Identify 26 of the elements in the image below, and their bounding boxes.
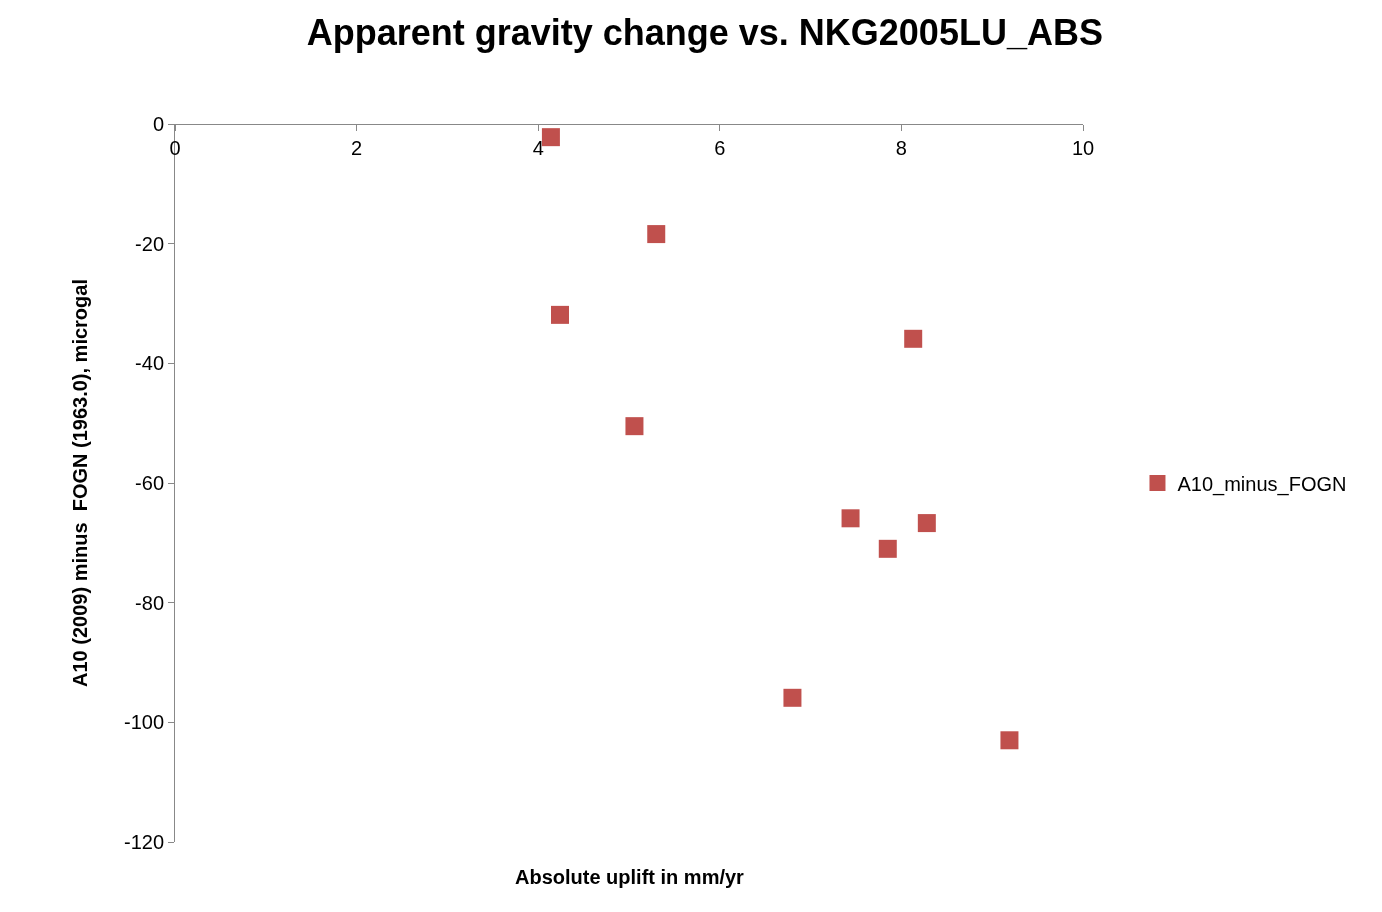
y-tick-label: 0 (152, 113, 164, 135)
point (647, 225, 666, 244)
x-tick-label: 6 (714, 137, 726, 159)
y-tick-label: -120 (123, 831, 164, 853)
x-tick-label: 8 (895, 137, 907, 159)
point (783, 688, 802, 707)
point (625, 417, 644, 436)
x-tick-label: 4 (532, 137, 544, 159)
y-tick-label: -100 (123, 711, 164, 734)
y-axis-title: A10 (2009) minus FOGN (1963.0), microgal (69, 279, 92, 687)
point (1000, 731, 1019, 750)
x-tick-label: 2 (351, 137, 363, 159)
point (878, 539, 897, 558)
x-tick-label: 0 (169, 137, 181, 159)
x-axis-title: Absolute uplift in mm/yr (515, 866, 745, 888)
y-tick-label: -20 (135, 232, 164, 255)
chart-title: Apparent gravity change vs. NKG2005LU_ABS (306, 11, 1103, 53)
point (550, 305, 569, 324)
point (841, 509, 860, 528)
point (904, 329, 923, 348)
y-tick-label: -80 (135, 591, 164, 614)
y-tick-label: -60 (135, 472, 164, 494)
y-tick-label: -40 (135, 352, 164, 375)
point (917, 514, 936, 533)
legend-label: A10_minus_FOGN (1177, 472, 1347, 496)
x-tick-label: 10 (1071, 137, 1095, 159)
